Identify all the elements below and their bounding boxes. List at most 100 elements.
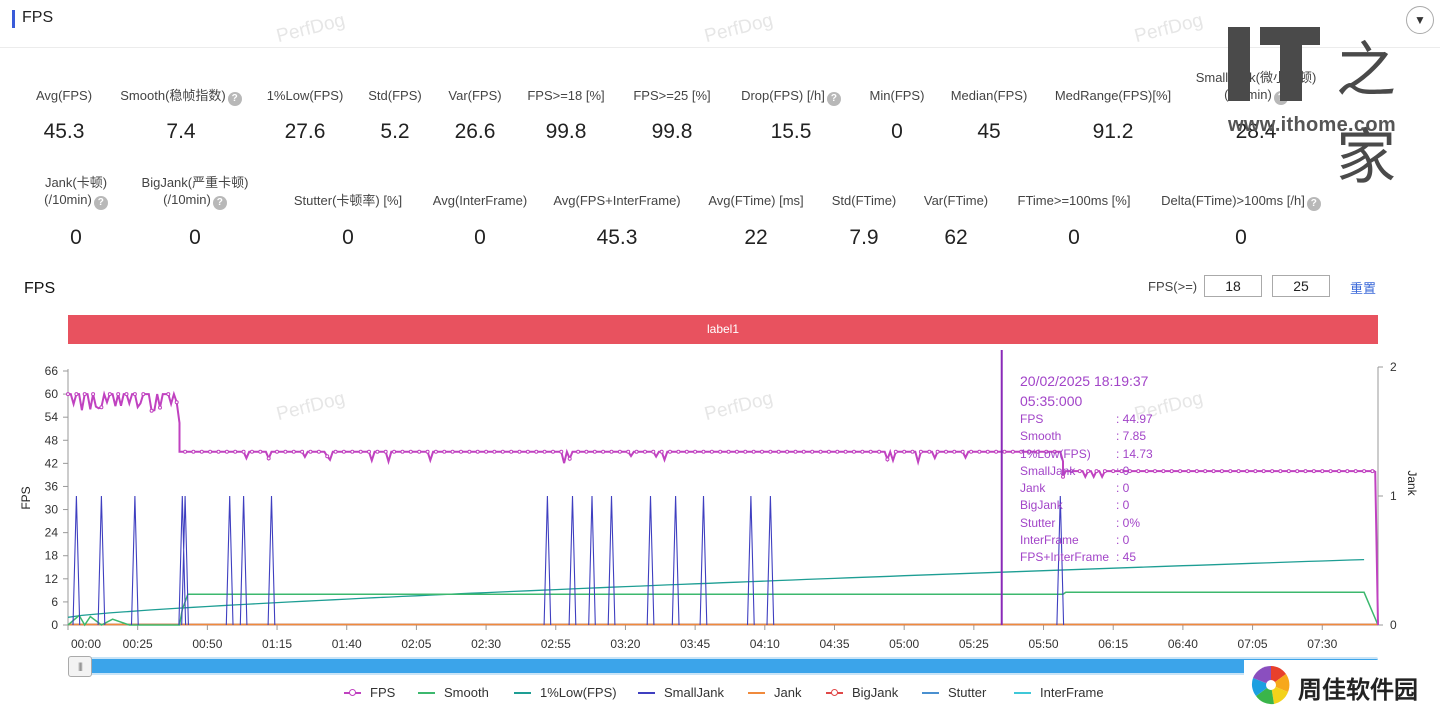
fps-point: [316, 449, 321, 454]
fps-point: [1153, 469, 1157, 474]
fps-point: [392, 449, 397, 454]
fps-point: [860, 449, 865, 454]
fps-point: [601, 449, 606, 454]
fps-point: [1353, 469, 1358, 474]
metric-label-unit: (/10min): [44, 192, 92, 207]
fps-point: [1010, 449, 1015, 454]
tooltip-value: : 0%: [1116, 515, 1141, 530]
legend-item[interactable]: BigJank: [826, 685, 898, 700]
metric-label: Avg(InterFrame): [432, 193, 528, 208]
fps-point: [1311, 469, 1316, 474]
help-icon[interactable]: ?: [93, 196, 108, 210]
y-tick-label: 36: [45, 479, 59, 493]
metric-avg-fps-interframe: Avg(FPS+InterFrame) 45.3: [546, 192, 688, 249]
y2-tick-label: 0: [1390, 618, 1397, 632]
fps-point: [1194, 469, 1199, 474]
legend-item[interactable]: InterFrame: [1014, 685, 1104, 700]
fps-point: [484, 449, 489, 454]
fps-point: [969, 449, 974, 454]
tooltip-value: : 45: [1116, 550, 1137, 565]
y-tick-label: 12: [45, 572, 59, 586]
fps-point: [1094, 469, 1099, 474]
fps-point: [760, 449, 764, 454]
chart-series: [66, 390, 1379, 627]
y2-axis-label: Jank: [1405, 470, 1419, 496]
fps-point: [525, 449, 530, 454]
tooltip-time: 05:35:000: [1020, 393, 1083, 409]
fps-threshold-1-input[interactable]: [1204, 275, 1262, 297]
fps-point: [1228, 469, 1233, 474]
fps-point: [1002, 449, 1007, 454]
fps-point: [1219, 469, 1224, 474]
fps-point: [1328, 469, 1333, 474]
fps-point: [91, 392, 96, 397]
help-icon[interactable]: ?: [227, 92, 242, 106]
fps-point: [994, 449, 999, 454]
legend-item[interactable]: Smooth: [418, 685, 489, 700]
timeline-scrollbar[interactable]: [68, 657, 1378, 675]
tooltip-row: FPS: 44.97: [1020, 411, 1153, 428]
metric-ftime-ge-100: FTime>=100ms [%] 0: [1008, 192, 1140, 249]
series-1pct-low: [67, 558, 1365, 618]
x-tick-label: 07:05: [1238, 637, 1268, 651]
tooltip-row: FPS+InterFrame: 45: [1020, 549, 1153, 566]
tooltip-value: : 0: [1116, 481, 1130, 496]
legend-item[interactable]: Jank: [748, 685, 801, 700]
label-band[interactable]: label1: [68, 315, 1378, 344]
scroll-handle-icon[interactable]: |||: [68, 656, 92, 677]
fps-point: [1203, 469, 1208, 474]
fps-point: [1069, 469, 1074, 474]
legend-item[interactable]: 1%Low(FPS): [514, 685, 617, 700]
tooltip-row: Stutter: 0%: [1020, 515, 1153, 532]
header-accent-bar: [12, 10, 15, 28]
metric-label: Min(FPS): [869, 88, 925, 103]
tooltip-key: Smooth: [1020, 429, 1062, 444]
fps-threshold-2-input[interactable]: [1272, 275, 1330, 297]
tooltip-row: Jank: 0: [1020, 480, 1153, 497]
fps-point: [743, 449, 748, 454]
legend-label: SmallJank: [664, 685, 724, 700]
fps-point: [944, 449, 948, 454]
metric-value: 5.2: [380, 120, 410, 143]
metric-value: 0: [1068, 226, 1080, 249]
tooltip-key: BigJank: [1020, 498, 1063, 513]
help-icon[interactable]: ?: [212, 196, 227, 210]
fps-point: [425, 449, 430, 454]
fps-point: [609, 449, 614, 454]
chevron-down-icon[interactable]: ▼: [1406, 6, 1434, 34]
legend-item[interactable]: FPS: [344, 685, 395, 700]
metric-std-ftime: Std(FTime) 7.9: [824, 192, 904, 249]
tooltip-row: Smooth: 7.85: [1020, 428, 1153, 445]
metric-value: 45.3: [43, 120, 85, 143]
legend-item[interactable]: Stutter: [922, 685, 986, 700]
fps-point: [183, 449, 188, 454]
metric-label: FPS>=18 [%]: [527, 88, 605, 103]
fps-point: [985, 449, 990, 454]
fps-point: [1253, 469, 1258, 474]
fps-point: [818, 449, 823, 454]
metric-avg-interframe: Avg(InterFrame) 0: [424, 192, 536, 249]
fps-point: [877, 449, 882, 454]
fps-point: [659, 449, 664, 454]
x-tick-label: 06:15: [1098, 637, 1128, 651]
help-icon[interactable]: ?: [1306, 197, 1321, 211]
legend-item[interactable]: SmallJank: [638, 685, 724, 700]
fps-point: [584, 449, 589, 454]
fps-point: [902, 449, 907, 454]
x-tick-label: 07:30: [1307, 637, 1337, 651]
fps-threshold-label: FPS(>=): [1148, 279, 1198, 294]
fps-point: [375, 449, 380, 454]
metric-value: 91.2: [1092, 120, 1134, 143]
fps-point: [1245, 469, 1249, 474]
tooltip-value: : 0: [1116, 498, 1130, 513]
metric-bigjank: BigJank(严重卡顿) (/10min)? 0: [130, 174, 260, 249]
fps-point: [433, 449, 438, 454]
legend-label: Smooth: [444, 685, 489, 700]
fps-point: [1061, 474, 1065, 479]
help-icon[interactable]: ?: [826, 92, 841, 106]
fps-point: [1295, 469, 1300, 474]
fps-point: [258, 449, 263, 454]
metric-label: Std(FPS): [368, 88, 422, 103]
reset-button[interactable]: 重置: [1350, 281, 1377, 296]
